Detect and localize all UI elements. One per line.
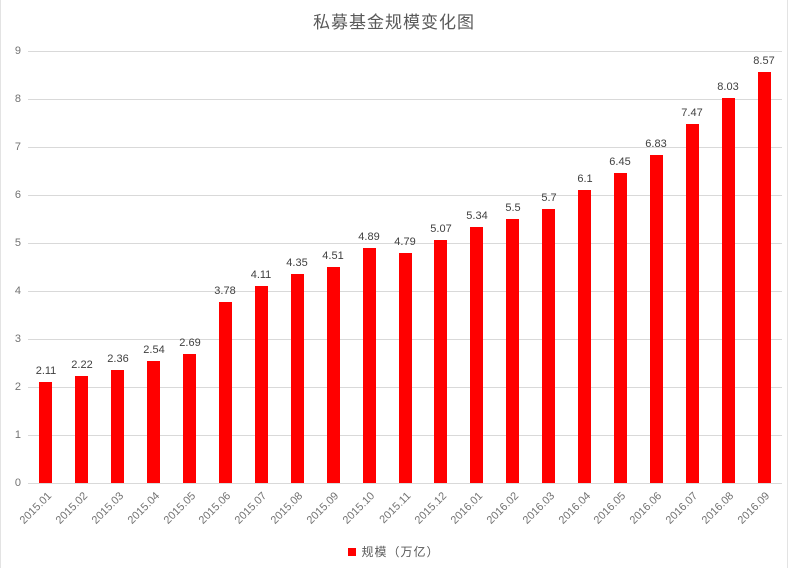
gridline-y-6 xyxy=(28,195,782,196)
bar-2016.09 xyxy=(758,72,771,483)
x-axis-tick-label: 2015.06 xyxy=(196,490,234,527)
x-axis-tick-label: 2016.03 xyxy=(520,490,558,527)
bar-value-label: 5.34 xyxy=(466,210,488,222)
bar-value-label: 4.79 xyxy=(394,236,416,248)
y-axis-tick-label: 8 xyxy=(14,93,21,105)
legend-series-marker xyxy=(348,547,357,556)
x-axis-tick-label: 2015.10 xyxy=(340,490,378,527)
bar-value-label: 2.11 xyxy=(35,365,57,377)
chart-legend: 规模（万亿） xyxy=(1,543,787,560)
bar-2015.11 xyxy=(399,253,412,483)
x-axis-tick-label: 2015.08 xyxy=(268,490,306,527)
x-axis-tick-label: 2015.12 xyxy=(412,490,450,527)
y-axis-tick-label: 7 xyxy=(14,141,21,153)
bar-2015.02 xyxy=(75,376,88,483)
x-axis-tick-label: 2016.07 xyxy=(663,490,701,527)
x-axis-tick-label: 2016.05 xyxy=(591,490,629,527)
bar-2015.04 xyxy=(147,361,160,483)
bar-value-label: 6.45 xyxy=(609,156,631,168)
bar-2015.05 xyxy=(183,354,196,483)
x-axis-tick-label: 2015.02 xyxy=(53,490,91,527)
x-axis-tick-label: 2016.01 xyxy=(448,490,486,527)
bar-2016.02 xyxy=(506,219,519,483)
x-axis-tick-label: 2016.02 xyxy=(484,490,522,527)
y-axis-tick-label: 3 xyxy=(14,333,21,345)
bar-value-label: 4.35 xyxy=(286,257,308,269)
x-axis-tick-label: 2015.07 xyxy=(232,490,270,527)
bar-2016.08 xyxy=(722,98,735,483)
gridline-y-9 xyxy=(28,51,782,52)
y-axis-tick-label: 0 xyxy=(14,477,21,489)
bar-2016.01 xyxy=(470,227,483,483)
bar-2015.07 xyxy=(255,286,268,483)
bar-value-label: 5.5 xyxy=(505,202,521,214)
bar-value-label: 8.03 xyxy=(717,81,739,93)
gridline-y-0 xyxy=(28,483,782,484)
bar-value-label: 2.69 xyxy=(179,337,201,349)
bar-2016.07 xyxy=(686,124,699,483)
bar-2015.03 xyxy=(111,370,124,483)
y-axis-tick-label: 1 xyxy=(14,429,21,441)
bar-value-label: 4.51 xyxy=(322,250,344,262)
bar-value-label: 8.57 xyxy=(753,55,775,67)
x-axis-tick-label: 2015.03 xyxy=(89,490,127,527)
bar-value-label: 2.36 xyxy=(107,353,129,365)
bar-2015.08 xyxy=(291,274,304,483)
y-axis-tick-label: 2 xyxy=(14,381,21,393)
bar-2015.09 xyxy=(327,267,340,483)
bar-2015.10 xyxy=(363,248,376,483)
bar-value-label: 6.1 xyxy=(577,173,593,185)
legend-series-label: 规模（万亿） xyxy=(361,545,440,559)
gridline-y-7 xyxy=(28,147,782,148)
bar-value-label: 5.7 xyxy=(541,192,557,204)
x-axis-tick-label: 2016.09 xyxy=(735,490,773,527)
bar-2015.01 xyxy=(39,382,52,483)
x-axis-tick-label: 2015.11 xyxy=(377,490,414,527)
bar-value-label: 2.54 xyxy=(143,344,165,356)
bar-2016.03 xyxy=(542,209,555,483)
bar-value-label: 2.22 xyxy=(71,359,93,371)
y-axis-tick-label: 9 xyxy=(14,45,21,57)
x-axis-tick-label: 2016.04 xyxy=(556,490,594,527)
x-axis-tick-label: 2015.09 xyxy=(304,490,342,527)
x-axis-tick-label: 2015.04 xyxy=(125,490,163,527)
bar-2016.06 xyxy=(650,155,663,483)
bar-value-label: 6.83 xyxy=(645,138,667,150)
bar-value-label: 4.11 xyxy=(250,269,272,281)
y-axis-tick-label: 6 xyxy=(14,189,21,201)
x-axis-tick-label: 2016.06 xyxy=(627,490,665,527)
x-axis-tick-label: 2016.08 xyxy=(699,490,737,527)
bar-2015.06 xyxy=(219,302,232,483)
chart-title: 私募基金规模变化图 xyxy=(313,13,475,32)
gridline-y-8 xyxy=(28,99,782,100)
bar-value-label: 3.78 xyxy=(214,285,236,297)
x-axis-tick-label: 2015.05 xyxy=(161,490,199,527)
x-axis-tick-label: 2015.01 xyxy=(17,490,55,527)
y-axis-tick-label: 4 xyxy=(14,285,21,297)
bar-value-label: 7.47 xyxy=(681,107,703,119)
bar-2016.05 xyxy=(614,173,627,483)
bar-value-label: 4.89 xyxy=(358,231,380,243)
bar-value-label: 5.07 xyxy=(430,223,452,235)
bar-2015.12 xyxy=(434,240,447,483)
y-axis-tick-label: 5 xyxy=(14,237,21,249)
gridline-y-5 xyxy=(28,243,782,244)
bar-2016.04 xyxy=(578,190,591,483)
